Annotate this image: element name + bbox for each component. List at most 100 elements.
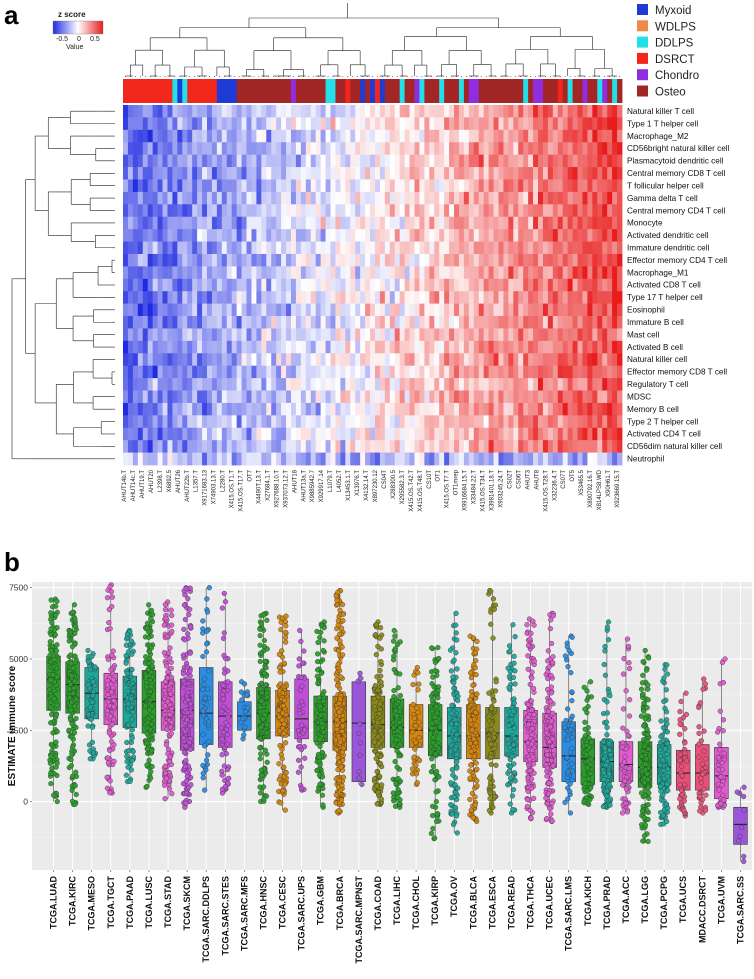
data-point — [150, 611, 156, 618]
heatmap-cell — [493, 353, 499, 367]
heatmap-cell — [508, 353, 514, 367]
data-point — [110, 677, 116, 683]
data-point — [71, 730, 78, 736]
data-point — [278, 800, 284, 806]
heatmap-cell — [503, 253, 509, 267]
heatmap-cell — [271, 415, 277, 429]
heatmap-cell — [503, 241, 509, 255]
heatmap-cell — [365, 241, 371, 255]
heatmap-cell — [429, 216, 435, 230]
heatmap-cell — [518, 105, 524, 118]
heatmap-cell — [399, 253, 406, 267]
heatmap-cell — [147, 390, 154, 404]
heatmap-cell — [142, 241, 149, 255]
heatmap-cell — [152, 390, 158, 404]
heatmap-cell — [211, 241, 218, 255]
heatmap-cell — [547, 241, 554, 255]
heatmap-cell — [251, 167, 257, 180]
heatmap-cell — [607, 229, 613, 242]
heatmap-cell — [340, 328, 346, 342]
heatmap-cell — [493, 229, 499, 242]
heatmap-cell — [305, 365, 312, 379]
data-point — [147, 688, 153, 695]
heatmap-cell — [221, 316, 228, 329]
data-point — [144, 740, 150, 746]
heatmap-cell — [429, 253, 435, 267]
heatmap-cell — [582, 353, 588, 367]
heatmap-cell — [236, 142, 242, 156]
heatmap-cell — [281, 278, 287, 292]
heatmap-cell — [587, 266, 593, 280]
heatmap-cell — [493, 278, 499, 292]
heatmap-cell — [399, 353, 406, 367]
heatmap-cell — [562, 365, 569, 379]
heatmap-cell — [508, 365, 514, 379]
heatmap-cell — [206, 353, 213, 367]
heatmap-cell — [187, 365, 193, 379]
heatmap-cell — [211, 179, 218, 193]
data-point — [51, 696, 57, 702]
heatmap-cell — [414, 452, 420, 466]
heatmap-cell — [508, 390, 514, 404]
heatmap-cell — [192, 390, 198, 404]
heatmap-cell — [439, 167, 445, 180]
heatmap-cell — [167, 328, 173, 342]
heatmap-cell — [286, 303, 292, 317]
heatmap-cell — [592, 427, 598, 441]
heatmap-cell — [137, 229, 144, 242]
heatmap-cell — [449, 117, 455, 131]
data-point — [220, 682, 226, 688]
heatmap-cell — [419, 402, 425, 416]
heatmap-cell — [468, 154, 475, 168]
heatmap-cell — [142, 266, 149, 280]
heatmap-cell — [483, 440, 489, 453]
heatmap-cell — [617, 266, 623, 280]
heatmap-cell — [582, 278, 588, 292]
heatmap-cell — [468, 204, 475, 218]
heatmap-cell — [449, 167, 455, 180]
heatmap-cell — [360, 365, 366, 379]
data-point — [54, 798, 60, 805]
heatmap-cell — [340, 204, 346, 218]
data-point — [111, 704, 117, 710]
heatmap-cell — [211, 452, 218, 466]
heatmap-cell — [384, 427, 391, 441]
heatmap-cell — [429, 191, 435, 205]
heatmap-cell — [123, 291, 129, 305]
heatmap-cell — [216, 316, 223, 329]
heatmap-cell — [142, 216, 149, 230]
heatmap-cell — [488, 415, 494, 429]
heatmap-cell — [127, 390, 134, 404]
heatmap-cell — [547, 440, 554, 453]
heatmap-cell — [345, 390, 351, 404]
data-point — [104, 774, 110, 780]
heatmap-cell — [246, 378, 252, 391]
heatmap-cell — [167, 365, 173, 379]
heatmap-cell — [355, 266, 361, 280]
heatmap-cell — [597, 241, 603, 255]
heatmap-cell — [394, 154, 401, 168]
heatmap-cell — [488, 452, 494, 466]
heatmap-cell — [127, 340, 134, 354]
heatmap-cell — [325, 129, 331, 143]
heatmap-cell — [513, 452, 519, 466]
heatmap-cell — [142, 440, 149, 453]
heatmap-cell — [394, 390, 401, 404]
data-point — [264, 722, 270, 728]
heatmap-cell — [360, 316, 366, 329]
heatmap-cell — [538, 378, 544, 391]
heatmap-cell — [177, 291, 183, 305]
data-point — [183, 743, 189, 749]
data-point — [70, 609, 76, 615]
heatmap-cell — [206, 415, 213, 429]
heatmap-cell — [360, 241, 366, 255]
heatmap-cell — [582, 266, 588, 280]
data-point — [262, 747, 268, 753]
heatmap-cell — [384, 440, 391, 453]
heatmap-cell — [538, 216, 544, 230]
heatmap-cell — [340, 266, 346, 280]
heatmap-cell — [266, 415, 272, 429]
heatmap-cell — [123, 278, 129, 292]
heatmap-cell — [488, 365, 494, 379]
heatmap-cell — [137, 427, 144, 441]
